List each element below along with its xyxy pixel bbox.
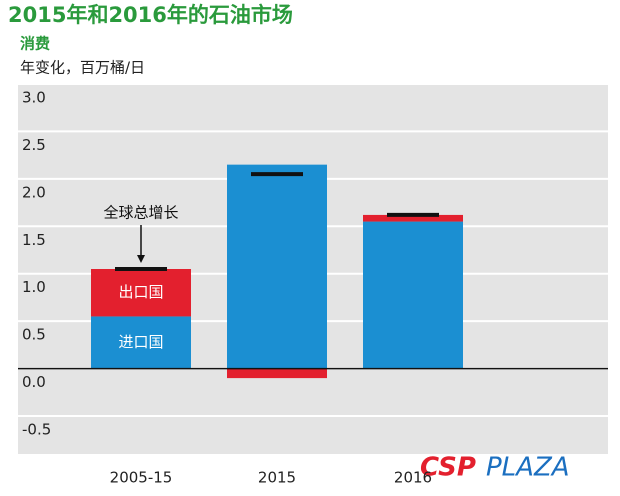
watermark: CSP: [420, 453, 476, 483]
watermark: PLAZA: [486, 453, 570, 483]
bar-segment: [227, 368, 327, 379]
y-tick-label: 2.5: [22, 136, 46, 154]
y-tick-label: -0.5: [22, 421, 51, 439]
y-tick-label: 1.5: [22, 231, 46, 249]
bar-segment: [363, 214, 463, 222]
y-tick-label: 0.5: [22, 326, 46, 344]
x-tick-label: 2015: [258, 469, 296, 487]
bar-segment: [363, 221, 463, 369]
plot-area: -0.5 0.0 0.5 1.0 1.5 2.0 2.5 3.0 进口国 出口国 全球总增长: [18, 83, 608, 454]
bar-segment: [227, 164, 327, 369]
chart-subtitle: 消费: [20, 35, 50, 53]
y-tick-label: 2.0: [22, 183, 46, 201]
bar-segment: [91, 269, 191, 317]
y-axis-label: 年变化，百万桶/日: [20, 59, 145, 77]
y-tick-label: 0.0: [22, 373, 46, 391]
bar-segment: [91, 316, 191, 369]
x-tick-label: 2005-15: [110, 469, 173, 487]
segment-label: 进口国: [118, 333, 163, 351]
y-tick-label: 3.0: [22, 89, 46, 107]
y-tick-label: 1.0: [22, 278, 46, 296]
x-tick-label: 2016: [394, 469, 432, 487]
segment-label: 出口国: [118, 283, 163, 301]
annotation: 全球总增长: [103, 204, 178, 222]
annotation-arrowhead: [137, 255, 145, 263]
chart-title: 2015年和2016年的石油市场: [8, 3, 293, 27]
